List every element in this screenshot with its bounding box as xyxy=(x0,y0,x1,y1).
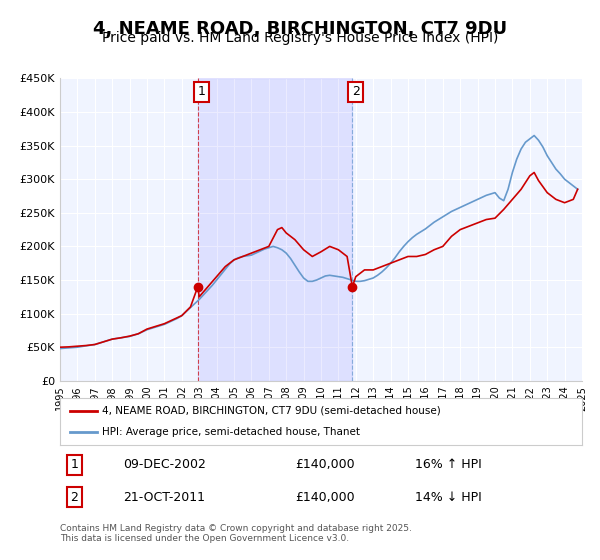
Text: Price paid vs. HM Land Registry's House Price Index (HPI): Price paid vs. HM Land Registry's House … xyxy=(102,31,498,45)
Bar xyxy=(198,78,352,381)
Text: HPI: Average price, semi-detached house, Thanet: HPI: Average price, semi-detached house,… xyxy=(102,427,360,437)
Text: 14% ↓ HPI: 14% ↓ HPI xyxy=(415,491,482,503)
Text: Contains HM Land Registry data © Crown copyright and database right 2025.
This d: Contains HM Land Registry data © Crown c… xyxy=(60,524,412,543)
Text: £140,000: £140,000 xyxy=(295,491,355,503)
Text: 2: 2 xyxy=(352,85,360,99)
Text: 2: 2 xyxy=(70,491,79,503)
Text: 4, NEAME ROAD, BIRCHINGTON, CT7 9DU (semi-detached house): 4, NEAME ROAD, BIRCHINGTON, CT7 9DU (sem… xyxy=(102,406,440,416)
Text: 09-DEC-2002: 09-DEC-2002 xyxy=(122,459,206,472)
Text: 4, NEAME ROAD, BIRCHINGTON, CT7 9DU: 4, NEAME ROAD, BIRCHINGTON, CT7 9DU xyxy=(93,20,507,38)
Text: £140,000: £140,000 xyxy=(295,459,355,472)
Text: 1: 1 xyxy=(197,85,205,99)
Text: 21-OCT-2011: 21-OCT-2011 xyxy=(122,491,205,503)
Text: 1: 1 xyxy=(70,459,79,472)
Text: 16% ↑ HPI: 16% ↑ HPI xyxy=(415,459,482,472)
